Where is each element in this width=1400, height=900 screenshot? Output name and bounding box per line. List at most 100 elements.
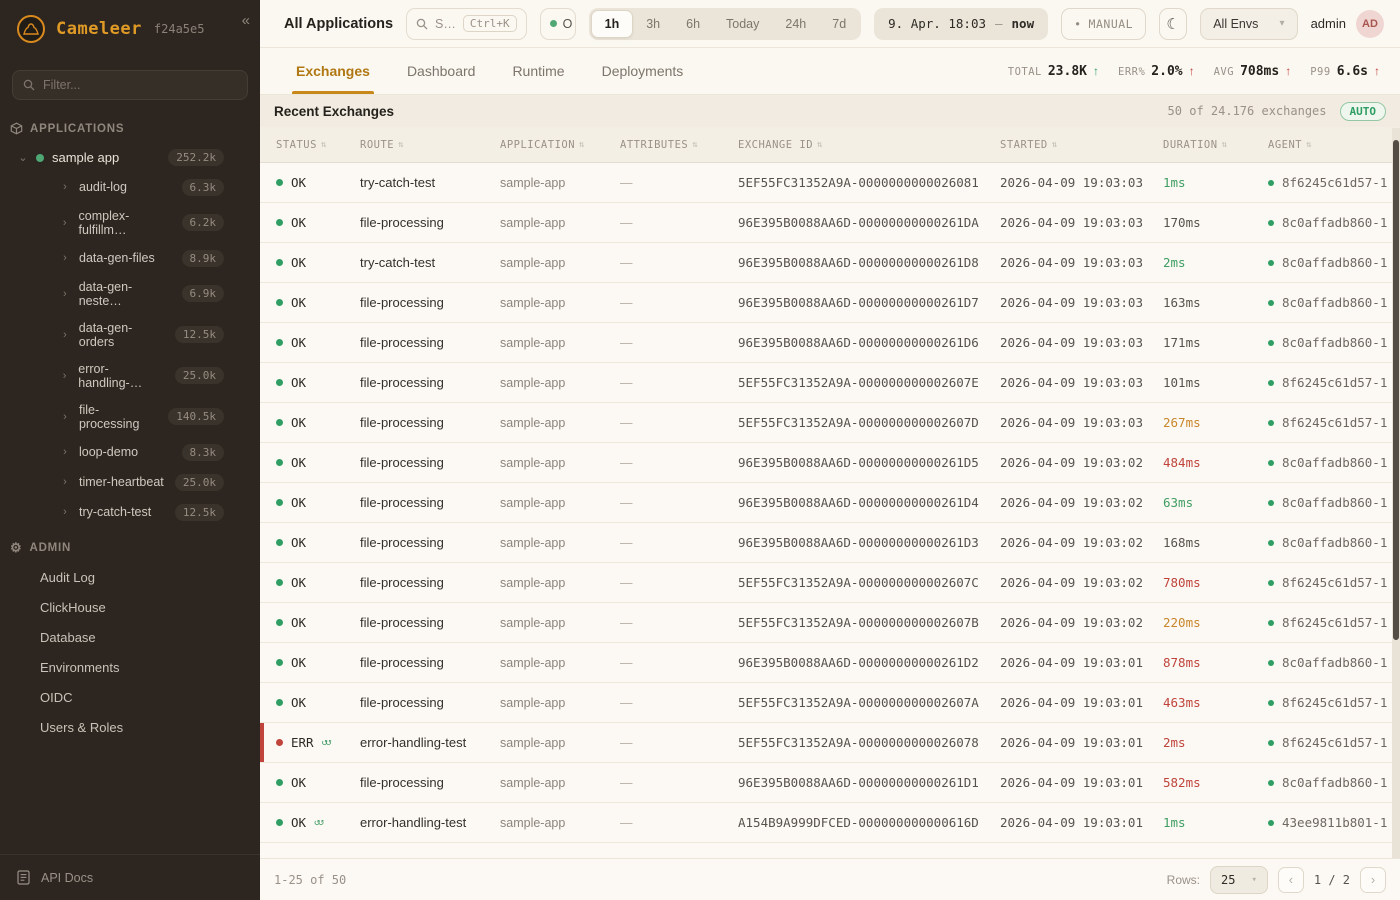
table-row[interactable]: OK ↺↺ file-processing sample-app — 96E39…	[260, 523, 1400, 563]
environment-select[interactable]: All Envs ▾	[1200, 7, 1298, 40]
time-range-option[interactable]: Today	[726, 16, 760, 31]
sidebar-route-item[interactable]: › timer-heartbeat 25.0k	[0, 467, 260, 497]
admin-menu-item[interactable]: Users & Roles	[40, 719, 124, 735]
time-range-option[interactable]: 7d	[832, 16, 847, 31]
tab[interactable]: Runtime	[512, 63, 565, 79]
exchange-id-cell: 96E395B0088AA6D-00000000000261D2	[738, 655, 979, 670]
agent-cell: 8c0affadb860-1	[1268, 335, 1400, 350]
sidebar-route-item[interactable]: › try-catch-test 12.5k	[0, 497, 260, 527]
connection-status-pill[interactable]: O	[539, 7, 576, 40]
next-page-button[interactable]: ›	[1360, 866, 1386, 893]
column-header[interactable]: AGENT ⇅	[1268, 138, 1313, 151]
column-header[interactable]: APPLICATION ⇅	[500, 138, 585, 151]
column-header[interactable]: DURATION ⇅	[1163, 138, 1228, 151]
table-row[interactable]: OK ↺↺ file-processing sample-app — 96E39…	[260, 483, 1400, 523]
sidebar-route-item[interactable]: › error-handling-… 25.0k	[0, 355, 260, 396]
tab[interactable]: Exchanges	[292, 48, 374, 94]
sidebar-filter[interactable]	[12, 70, 248, 100]
table-row[interactable]: OK ↺↺ try-catch-test sample-app — 96E395…	[260, 243, 1400, 283]
chevron-right-icon[interactable]: ›	[63, 328, 67, 341]
sidebar-route-item[interactable]: › data-gen-files 8.9k	[0, 243, 260, 273]
sidebar-route-item[interactable]: › file-processing 140.5k	[0, 396, 260, 437]
sort-icon[interactable]: ⇅	[579, 139, 585, 150]
admin-menu-item[interactable]: Environments	[40, 659, 120, 675]
table-row[interactable]: OK ↺↺ file-processing sample-app — 96E39…	[260, 283, 1400, 323]
avatar[interactable]: AD	[1356, 9, 1384, 38]
chevron-right-icon[interactable]: ›	[63, 446, 67, 458]
status-text: OK	[291, 415, 307, 430]
column-header[interactable]: ATTRIBUTES ⇅	[620, 138, 699, 151]
redelivery-icon: ↺↺	[321, 737, 332, 748]
scrollbar-thumb[interactable]	[1393, 140, 1399, 640]
chevron-right-icon[interactable]: ›	[63, 476, 67, 488]
sidebar-route-item[interactable]: › loop-demo 8.3k	[0, 437, 260, 467]
admin-menu-item[interactable]: ClickHouse	[40, 599, 106, 615]
table-row[interactable]: OK ↺↺ file-processing sample-app — 5EF55…	[260, 403, 1400, 443]
manual-refresh-button[interactable]: • MANUAL	[1061, 7, 1147, 40]
time-range-option[interactable]: 6h	[686, 16, 701, 31]
theme-toggle-button[interactable]: ☾	[1159, 7, 1188, 40]
time-range-option[interactable]: 3h	[646, 16, 661, 31]
started-cell: 2026-04-09 19:03:02	[1000, 535, 1143, 550]
search-shortcut-badge: Ctrl+K	[462, 15, 517, 32]
table-row[interactable]: OK ↺↺ try-catch-test sample-app — 5EF55F…	[260, 163, 1400, 203]
sidebar-route-item[interactable]: › data-gen-orders 12.5k	[0, 314, 260, 355]
rows-per-page-select[interactable]: 25 ▾	[1210, 865, 1268, 894]
chevron-right-icon[interactable]: ›	[63, 287, 67, 300]
chevron-right-icon[interactable]: ›	[63, 506, 67, 518]
sort-icon[interactable]: ⇅	[398, 139, 405, 150]
sidebar-collapse-icon[interactable]: «	[241, 12, 250, 29]
started-cell: 2026-04-09 19:03:02	[1000, 575, 1143, 590]
date-range-display[interactable]: 9. Apr. 18:03 — now	[874, 7, 1049, 40]
redelivery-icon: ↺↺	[314, 817, 324, 828]
exchange-id-cell: 96E395B0088AA6D-00000000000261DA	[738, 215, 979, 230]
chevron-down-icon[interactable]: ⌄	[18, 152, 28, 164]
chevron-right-icon[interactable]: ›	[62, 369, 67, 382]
application-cell: sample-app	[500, 655, 566, 670]
auto-refresh-badge[interactable]: AUTO	[1339, 101, 1386, 121]
table-row[interactable]: OK ↺↺ file-processing sample-app — 96E39…	[260, 763, 1400, 803]
table-row[interactable]: OK ↺↺ file-processing sample-app — 96E39…	[260, 323, 1400, 363]
filter-input[interactable]	[43, 78, 237, 92]
column-header[interactable]: EXCHANGE ID ⇅	[738, 138, 823, 151]
table-row[interactable]: OK ↺↺ file-processing sample-app — 96E39…	[260, 203, 1400, 243]
admin-menu-item[interactable]: Audit Log	[40, 569, 95, 585]
tab[interactable]: Dashboard	[406, 63, 476, 79]
status-text: OK	[291, 335, 307, 350]
sidebar-route-item[interactable]: › audit-log 6.3k	[0, 172, 260, 202]
column-header[interactable]: STATUS ⇅	[276, 138, 327, 151]
admin-menu-item[interactable]: Database	[40, 629, 96, 645]
column-header[interactable]: ROUTE ⇅	[360, 138, 405, 151]
table-row[interactable]: OK ↺↺ file-processing sample-app — 5EF55…	[260, 363, 1400, 403]
sidebar-route-item[interactable]: › data-gen-neste… 6.9k	[0, 273, 260, 314]
api-docs-link[interactable]: API Docs	[0, 854, 260, 900]
time-range-option[interactable]: 24h	[785, 16, 807, 31]
column-header[interactable]: STARTED ⇅	[1000, 138, 1058, 151]
table-row[interactable]: OK ↺↺ file-processing sample-app — 96E39…	[260, 443, 1400, 483]
chevron-right-icon[interactable]: ›	[63, 252, 67, 264]
global-search[interactable]: S… Ctrl+K	[406, 7, 527, 40]
table-row[interactable]: ERR ↺↺ error-handling-test sample-app — …	[260, 723, 1400, 763]
sort-icon[interactable]: ⇅	[1306, 139, 1313, 150]
agent-status-dot	[1268, 819, 1274, 826]
sidebar-item-sample-app[interactable]: ⌄ sample app 252.2k	[0, 143, 260, 172]
sort-icon[interactable]: ⇅	[817, 139, 823, 150]
chevron-right-icon[interactable]: ›	[62, 216, 67, 229]
sort-icon[interactable]: ⇅	[1051, 139, 1058, 150]
chevron-right-icon[interactable]: ›	[63, 410, 67, 423]
table-row[interactable]: OK ↺↺ file-processing sample-app — 5EF55…	[260, 603, 1400, 643]
tab[interactable]: Deployments	[601, 63, 684, 79]
duration-cell: 1ms	[1163, 175, 1186, 190]
table-row[interactable]: OK ↺↺ file-processing sample-app — 5EF55…	[260, 683, 1400, 723]
sort-icon[interactable]: ⇅	[692, 139, 699, 150]
prev-page-button[interactable]: ‹	[1277, 866, 1304, 893]
table-row[interactable]: OK ↺↺ file-processing sample-app — 96E39…	[260, 643, 1400, 683]
chevron-right-icon[interactable]: ›	[63, 181, 67, 193]
sort-icon[interactable]: ⇅	[320, 139, 327, 150]
time-range-option[interactable]: 1h	[590, 9, 634, 38]
table-row[interactable]: OK ↺↺ error-handling-test sample-app — A…	[260, 803, 1400, 843]
sidebar-route-item[interactable]: › complex-fulfillm… 6.2k	[0, 202, 260, 243]
table-row[interactable]: OK ↺↺ file-processing sample-app — 5EF55…	[260, 563, 1400, 603]
admin-menu-item[interactable]: OIDC	[40, 689, 73, 705]
sort-icon[interactable]: ⇅	[1221, 139, 1228, 150]
